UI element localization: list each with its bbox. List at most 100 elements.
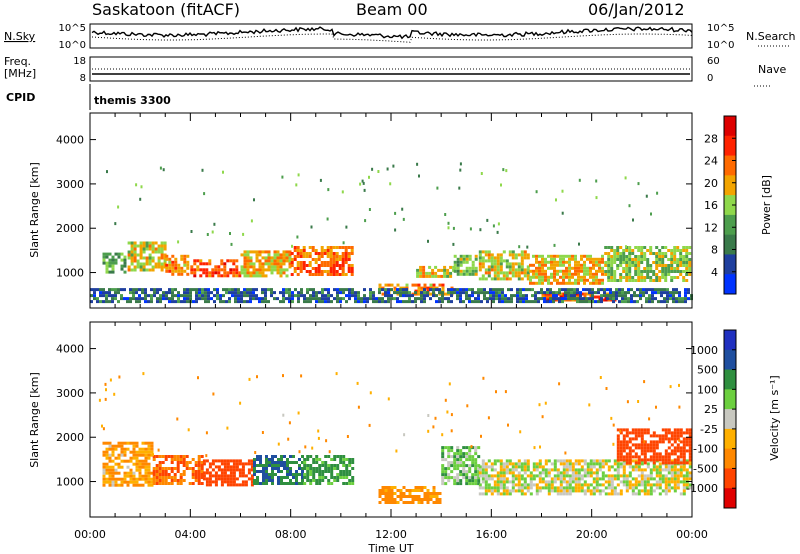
velocity-cell xyxy=(685,431,689,435)
velocity-cell xyxy=(649,440,653,444)
power-cell xyxy=(217,271,221,275)
power-cell xyxy=(246,294,249,298)
power-cell xyxy=(306,291,309,295)
power-cell xyxy=(646,270,650,273)
power-cell xyxy=(654,288,657,292)
velocity-cell xyxy=(138,474,142,478)
velocity-cell xyxy=(303,482,307,485)
power-cell xyxy=(471,291,474,295)
power-cell xyxy=(661,264,665,267)
power-cell xyxy=(636,288,639,292)
velocity-cell xyxy=(429,492,433,495)
power-cell xyxy=(640,252,644,255)
velocity-cell xyxy=(438,498,442,501)
power-cell xyxy=(327,294,330,298)
velocity-cell xyxy=(481,480,485,484)
velocity-cell xyxy=(262,482,265,485)
power-cell xyxy=(518,245,521,249)
velocity-cell xyxy=(191,482,195,485)
velocity-cell xyxy=(256,482,259,485)
velocity-cell xyxy=(403,433,406,437)
power-cell xyxy=(679,273,683,276)
velocity-cell xyxy=(658,471,662,475)
power-cell xyxy=(183,269,187,273)
power-cell xyxy=(552,294,555,298)
velocity-cell xyxy=(652,489,656,493)
velocity-cell xyxy=(265,458,268,461)
velocity-cell xyxy=(450,429,453,433)
velocity-cell xyxy=(152,455,156,458)
velocity-cell xyxy=(158,476,162,479)
power-cell xyxy=(317,273,321,276)
power-cell xyxy=(607,255,611,258)
velocity-cell xyxy=(640,483,644,487)
power-cell xyxy=(631,252,635,255)
power-cell xyxy=(471,272,475,276)
velocity-cell xyxy=(223,459,227,463)
velocity-cell xyxy=(673,465,677,469)
velocity-cell xyxy=(670,443,674,447)
power-cell xyxy=(387,291,390,295)
power-cell xyxy=(321,294,324,298)
power-cell xyxy=(111,294,114,298)
velocity-cell xyxy=(244,480,248,484)
velocity-cell xyxy=(682,465,686,469)
velocity-cell xyxy=(619,431,623,435)
power-cell xyxy=(154,265,158,269)
velocity-cell xyxy=(583,492,587,496)
velocity-cell xyxy=(664,483,668,487)
power-cell xyxy=(511,271,515,275)
power-cell xyxy=(562,278,565,282)
power-cell xyxy=(368,208,371,211)
power-cell xyxy=(354,294,357,298)
power-cell xyxy=(264,291,267,295)
velocity-cell xyxy=(259,482,262,485)
power-cell xyxy=(297,297,300,301)
power-cell xyxy=(498,288,501,292)
power-cell xyxy=(428,274,432,278)
velocity-cell xyxy=(123,474,127,478)
velocity-cell xyxy=(126,441,130,445)
power-cell xyxy=(270,271,274,275)
velocity-cell xyxy=(508,462,512,466)
velocity-cell xyxy=(247,471,251,475)
power-cell xyxy=(139,256,143,260)
power-cell xyxy=(516,291,519,295)
power-cell xyxy=(192,288,195,292)
power-cell xyxy=(189,288,192,292)
power-cell xyxy=(453,266,457,270)
power-cell xyxy=(651,294,654,298)
power-cell xyxy=(672,300,675,304)
power-cell xyxy=(120,264,124,268)
power-cell xyxy=(480,172,483,175)
power-cell xyxy=(414,297,417,301)
velocity-cell xyxy=(640,446,644,450)
power-cell xyxy=(305,252,309,255)
power-cell xyxy=(522,294,525,298)
velocity-cell xyxy=(625,455,629,459)
power-cell xyxy=(520,259,524,263)
power-cell xyxy=(288,256,292,260)
power-cell xyxy=(285,250,289,254)
velocity-cell xyxy=(167,476,171,479)
velocity-cell xyxy=(132,450,136,454)
velocity-cell xyxy=(504,390,507,394)
velocity-cell xyxy=(158,473,162,476)
power-cell xyxy=(214,265,218,269)
power-cell xyxy=(637,264,641,267)
power-cell xyxy=(133,247,137,251)
power-cell xyxy=(240,265,244,269)
velocity-cell xyxy=(248,377,251,381)
velocity-cell xyxy=(303,476,307,479)
velocity-cell xyxy=(312,467,316,470)
power-cell xyxy=(567,291,570,295)
power-cell xyxy=(168,300,171,304)
power-cell xyxy=(480,288,483,292)
power-cell xyxy=(422,271,426,275)
power-cell xyxy=(108,264,112,268)
velocity-cell xyxy=(616,458,620,462)
velocity-cell xyxy=(312,458,316,461)
power-cell xyxy=(362,181,365,185)
